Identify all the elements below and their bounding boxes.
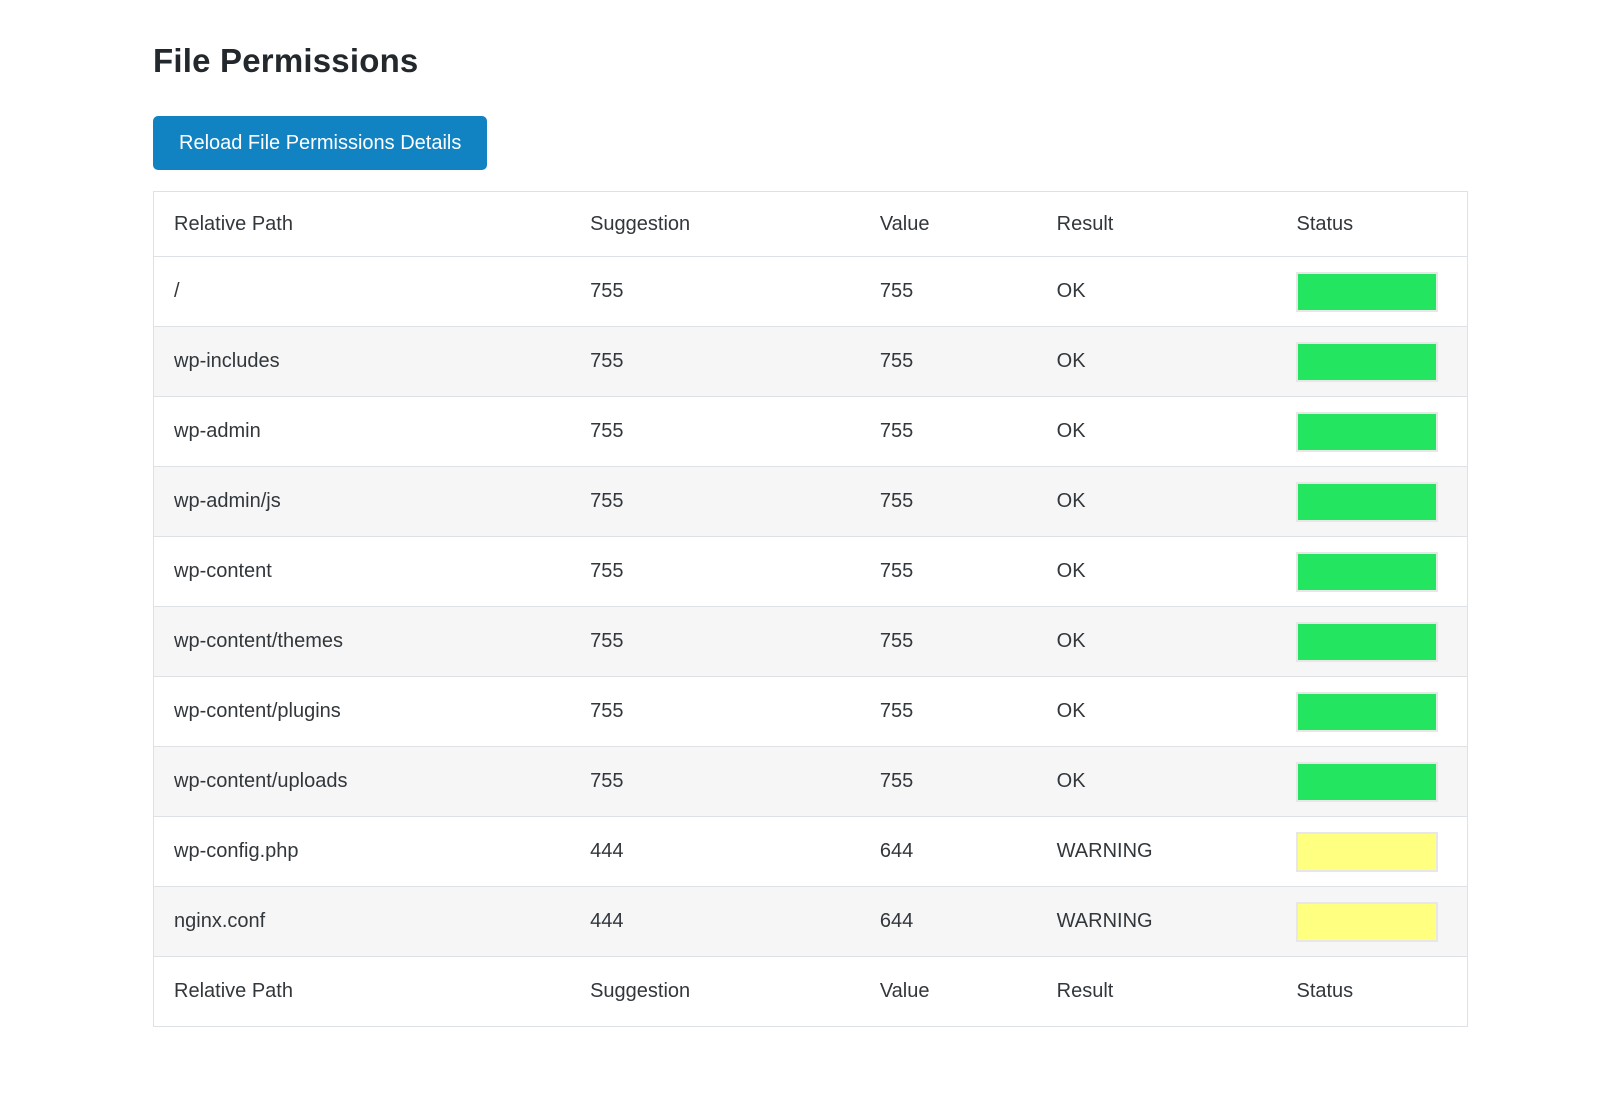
column-header-status: Status [1296,212,1354,235]
table-row: wp-admin/js 755 755 OK [153,466,1468,537]
table-row: wp-config.php 444 644 WARNING [153,816,1468,887]
relative-path-cell: wp-content/plugins [153,676,571,747]
status-cell [1276,396,1468,467]
column-header-relative-path: Relative Path [174,212,293,235]
relative-path-cell: wp-content/themes [153,606,571,677]
status-cell [1276,536,1468,607]
file-permissions-page: File Permissions Reload File Permissions… [153,42,1468,1027]
status-bar-ok [1296,411,1439,452]
relative-path-cell: wp-admin [153,396,571,467]
suggestion-cell: 755 [570,536,860,607]
status-cell [1276,676,1468,747]
result-cell: WARNING [1036,886,1277,957]
table-row: wp-content/uploads 755 755 OK [153,746,1468,817]
value-cell: 755 [859,676,1037,747]
result-cell: OK [1036,536,1277,607]
table-footer-row: Relative Path Suggestion Value Result St… [153,956,1468,1027]
status-bar-ok [1296,341,1439,382]
relative-path-cell: wp-includes [153,326,571,397]
table-row: wp-content 755 755 OK [153,536,1468,607]
result-cell: OK [1036,466,1277,537]
footer-header-result: Result [1036,956,1277,1027]
value-cell: 755 [859,396,1037,467]
value-cell: 755 [859,606,1037,677]
value-cell: 755 [859,746,1037,817]
suggestion-cell: 755 [570,676,860,747]
table-row: wp-includes 755 755 OK [153,326,1468,397]
table-row: nginx.conf 444 644 WARNING [153,886,1468,957]
relative-path-cell: wp-content/uploads [153,746,571,817]
suggestion-cell: 755 [570,746,860,817]
table-row: wp-admin 755 755 OK [153,396,1468,467]
page-title: File Permissions [153,42,419,79]
suggestion-cell: 755 [570,326,860,397]
table-row: /755 755 OK [153,256,1468,327]
suggestion-cell: 444 [570,886,860,957]
suggestion-cell: 755 [570,606,860,677]
value-cell: 755 [859,466,1037,537]
file-permissions-table: Relative Path Suggestion Value Result St… [153,191,1468,1027]
result-cell: OK [1036,606,1277,677]
suggestion-cell: 444 [570,816,860,887]
value-cell: 644 [859,886,1037,957]
column-header-value: Value [879,212,930,235]
column-header-result: Result [1056,212,1114,235]
status-bar-warning [1296,831,1439,872]
relative-path-cell: nginx.conf [153,886,571,957]
status-cell [1276,816,1468,887]
relative-path-cell: wp-content [153,536,571,607]
value-cell: 755 [859,326,1037,397]
status-bar-ok [1296,551,1439,592]
footer-header-suggestion: Suggestion [570,956,860,1027]
suggestion-cell: 755 [570,396,860,467]
status-cell [1276,326,1468,397]
table-row: wp-content/plugins 755 755 OK [153,676,1468,747]
status-cell [1276,746,1468,817]
table-body: /755 755 OK wp-includes 755 755 OK wp-admin 755 7… [153,256,1468,957]
footer-header-status: Status [1276,956,1468,1027]
status-cell [1276,606,1468,677]
table-header-row: Relative Path Suggestion Value Result St… [154,192,1468,257]
status-bar-ok [1296,481,1439,522]
status-cell [1276,256,1468,327]
status-bar-warning [1296,901,1439,942]
footer-header-value: Value [859,956,1037,1027]
result-cell: OK [1036,746,1277,817]
suggestion-cell: 755 [570,466,860,537]
reload-file-permissions-button[interactable]: Reload File Permissions Details [153,116,488,170]
value-cell: 644 [859,816,1037,887]
status-bar-ok [1296,271,1439,312]
status-cell [1276,466,1468,537]
footer-header-relative-path: Relative Path [153,956,571,1027]
suggestion-cell: 755 [570,256,860,327]
status-cell [1276,886,1468,957]
result-cell: OK [1036,256,1277,327]
result-cell: WARNING [1036,816,1277,887]
column-header-suggestion: Suggestion [590,212,691,235]
result-cell: OK [1036,676,1277,747]
status-bar-ok [1296,761,1439,802]
result-cell: OK [1036,396,1277,467]
value-cell: 755 [859,536,1037,607]
status-bar-ok [1296,621,1439,662]
relative-path-cell: / [153,256,571,327]
value-cell: 755 [859,256,1037,327]
table-row: wp-content/themes 755 755 OK [153,606,1468,677]
relative-path-cell: wp-config.php [153,816,571,887]
relative-path-cell: wp-admin/js [153,466,571,537]
result-cell: OK [1036,326,1277,397]
status-bar-ok [1296,691,1439,732]
